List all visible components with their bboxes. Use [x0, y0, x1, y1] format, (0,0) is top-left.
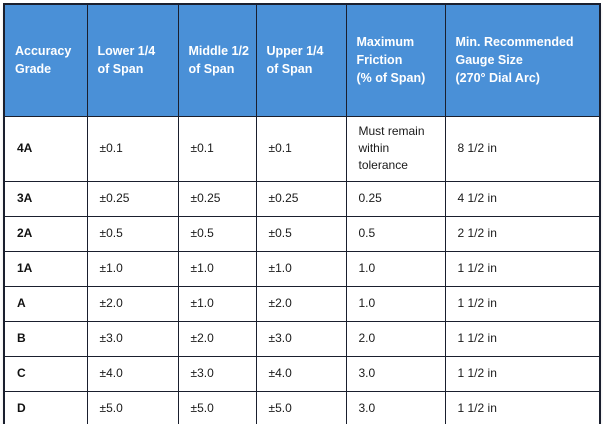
lower-quarter-cell: ±5.0 [86, 390, 179, 424]
table-row-c: C ±4.0 ±3.0 ±4.0 3.0 1 1/2 in [3, 355, 601, 392]
gauge-size-cell: 1 1/2 in [444, 320, 601, 357]
col-header-lower-quarter: Lower 1/4 of Span [86, 3, 179, 117]
max-friction-cell: Must remain within tolerance [345, 115, 446, 182]
lower-quarter-cell: ±0.25 [86, 180, 179, 217]
accuracy-grade-table: Accuracy Grade Lower 1/4 of Span Middle … [3, 3, 601, 424]
lower-quarter-cell: ±2.0 [86, 285, 179, 322]
upper-quarter-cell: ±0.25 [255, 180, 347, 217]
table-row-b: B ±3.0 ±2.0 ±3.0 2.0 1 1/2 in [3, 320, 601, 357]
middle-half-cell: ±2.0 [177, 320, 257, 357]
middle-half-cell: ±0.25 [177, 180, 257, 217]
upper-quarter-cell: ±4.0 [255, 355, 347, 392]
middle-half-cell: ±1.0 [177, 250, 257, 287]
lower-quarter-cell: ±4.0 [86, 355, 179, 392]
max-friction-cell: 0.25 [345, 180, 446, 217]
max-friction-cell: 3.0 [345, 355, 446, 392]
upper-quarter-cell: ±0.5 [255, 215, 347, 252]
upper-quarter-cell: ±0.1 [255, 115, 347, 182]
header-row: Accuracy Grade Lower 1/4 of Span Middle … [3, 3, 601, 117]
table-row-2a: 2A ±0.5 ±0.5 ±0.5 0.5 2 1/2 in [3, 215, 601, 252]
grade-cell: 1A [3, 250, 88, 287]
gauge-size-cell: 4 1/2 in [444, 180, 601, 217]
table-row-a: A ±2.0 ±1.0 ±2.0 1.0 1 1/2 in [3, 285, 601, 322]
grade-cell: D [3, 390, 88, 424]
middle-half-cell: ±5.0 [177, 390, 257, 424]
col-header-max-friction: Maximum Friction (% of Span) [345, 3, 446, 117]
grade-cell: 2A [3, 215, 88, 252]
middle-half-cell: ±0.5 [177, 215, 257, 252]
grade-cell: B [3, 320, 88, 357]
middle-half-cell: ±1.0 [177, 285, 257, 322]
table-row-1a: 1A ±1.0 ±1.0 ±1.0 1.0 1 1/2 in [3, 250, 601, 287]
max-friction-cell: 1.0 [345, 250, 446, 287]
table-row-d: D ±5.0 ±5.0 ±5.0 3.0 1 1/2 in [3, 390, 601, 424]
middle-half-cell: ±0.1 [177, 115, 257, 182]
col-header-min-gauge-size: Min. Recommended Gauge Size (270° Dial A… [444, 3, 601, 117]
gauge-size-cell: 1 1/2 in [444, 285, 601, 322]
lower-quarter-cell: ±1.0 [86, 250, 179, 287]
col-header-upper-quarter: Upper 1/4 of Span [255, 3, 347, 117]
grade-cell: C [3, 355, 88, 392]
grade-cell: A [3, 285, 88, 322]
max-friction-cell: 0.5 [345, 215, 446, 252]
lower-quarter-cell: ±0.1 [86, 115, 179, 182]
middle-half-cell: ±3.0 [177, 355, 257, 392]
col-header-middle-half: Middle 1/2 of Span [177, 3, 257, 117]
grade-cell: 3A [3, 180, 88, 217]
upper-quarter-cell: ±5.0 [255, 390, 347, 424]
upper-quarter-cell: ±1.0 [255, 250, 347, 287]
gauge-size-cell: 2 1/2 in [444, 215, 601, 252]
gauge-size-cell: 1 1/2 in [444, 250, 601, 287]
table-row-4a: 4A ±0.1 ±0.1 ±0.1 Must remain within tol… [3, 115, 601, 182]
col-header-accuracy-grade: Accuracy Grade [3, 3, 88, 117]
max-friction-cell: 3.0 [345, 390, 446, 424]
grade-cell: 4A [3, 115, 88, 182]
gauge-size-cell: 8 1/2 in [444, 115, 601, 182]
max-friction-cell: 1.0 [345, 285, 446, 322]
table-row-3a: 3A ±0.25 ±0.25 ±0.25 0.25 4 1/2 in [3, 180, 601, 217]
max-friction-cell: 2.0 [345, 320, 446, 357]
upper-quarter-cell: ±3.0 [255, 320, 347, 357]
lower-quarter-cell: ±0.5 [86, 215, 179, 252]
gauge-size-cell: 1 1/2 in [444, 355, 601, 392]
upper-quarter-cell: ±2.0 [255, 285, 347, 322]
lower-quarter-cell: ±3.0 [86, 320, 179, 357]
gauge-size-cell: 1 1/2 in [444, 390, 601, 424]
